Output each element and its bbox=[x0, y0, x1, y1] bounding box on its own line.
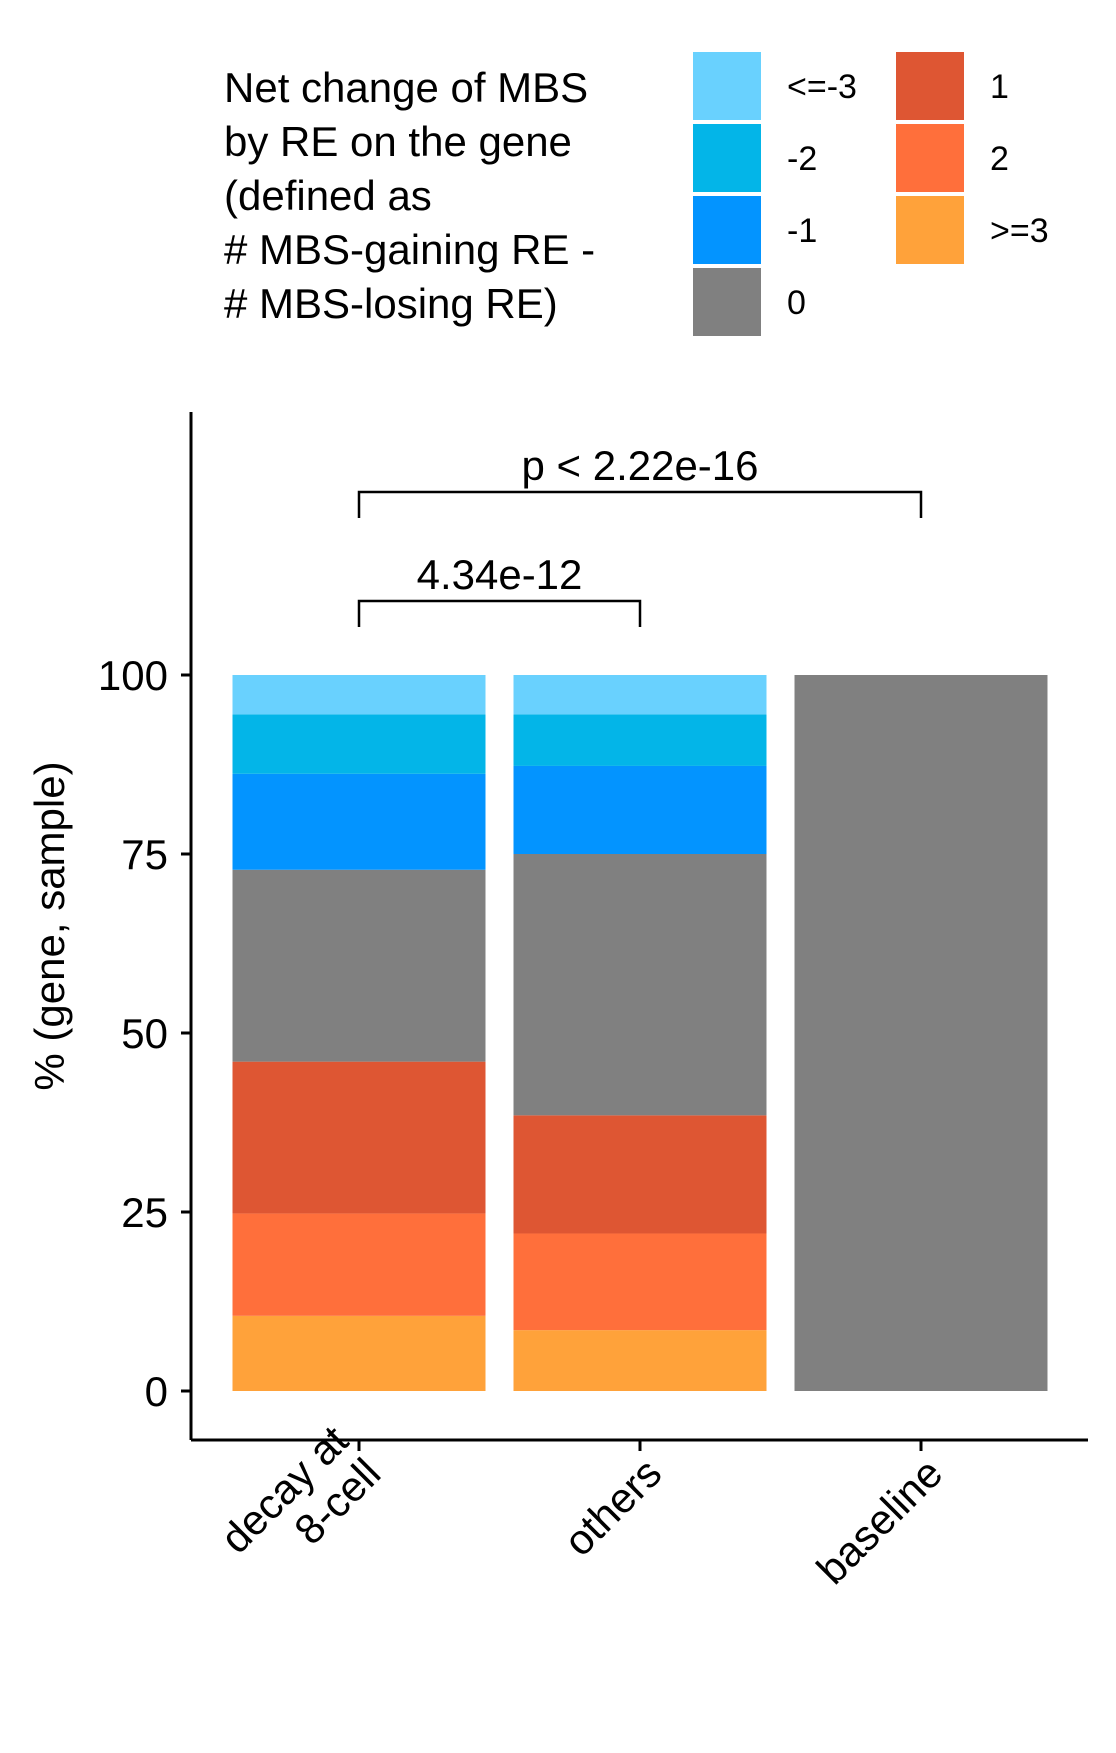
y-axis-label: % (gene, sample) bbox=[26, 761, 73, 1090]
legend-title-line-3: (defined as bbox=[224, 172, 432, 219]
legend-title-line-4: # MBS-gaining RE - bbox=[224, 226, 595, 273]
legend-title-line-2: by RE on the gene bbox=[224, 118, 572, 165]
significance-brackets: 4.34e-12 p < 2.22e-16 bbox=[357, 442, 923, 627]
bar-decay-at-8minuscell-1 bbox=[232, 1061, 486, 1214]
legend-keys: <=-3 -2 -1 0 1 2 >=3 bbox=[693, 52, 1049, 336]
legend-swatch-leminus3 bbox=[693, 52, 761, 120]
p-value-label: 4.34e-12 bbox=[417, 551, 583, 598]
legend: Net change of MBS by RE on the gene (def… bbox=[224, 52, 1049, 336]
legend-label-ge3: >=3 bbox=[990, 212, 1049, 250]
bar-others-0 bbox=[513, 854, 767, 1116]
legend-label-minus1: -1 bbox=[787, 212, 817, 250]
legend-title-line-5: # MBS-losing RE) bbox=[224, 280, 558, 327]
y-axis-ticks: 0 25 50 75 100 bbox=[98, 652, 191, 1415]
y-tick-label: 100 bbox=[98, 652, 168, 699]
bar-others-minus1 bbox=[513, 765, 767, 854]
bar-decay-at-8minuscell-0 bbox=[232, 869, 486, 1062]
legend-label-0: 0 bbox=[787, 284, 806, 322]
bar-decay-at-8minuscell-leminus3 bbox=[232, 675, 486, 715]
y-tick-label: 25 bbox=[121, 1189, 168, 1236]
significance-bracket bbox=[357, 599, 642, 627]
bar-others-2 bbox=[513, 1233, 767, 1331]
bar-others-leminus3 bbox=[513, 675, 767, 715]
legend-swatch-ge3 bbox=[896, 196, 964, 264]
bar-decay-at-8minuscell-minus2 bbox=[232, 714, 486, 774]
x-tick-label-decay-at-8minuscell: decay at8-cell bbox=[211, 1416, 389, 1594]
bar-others-minus2 bbox=[513, 714, 767, 766]
legend-swatch-2 bbox=[896, 124, 964, 192]
legend-swatch-0 bbox=[693, 268, 761, 336]
legend-swatch-minus1 bbox=[693, 196, 761, 264]
y-tick-label: 75 bbox=[121, 831, 168, 878]
x-tick-label-others: others bbox=[555, 1449, 671, 1565]
legend-label-2: 2 bbox=[990, 140, 1009, 178]
significance-bracket bbox=[357, 490, 923, 518]
y-tick-label: 0 bbox=[145, 1368, 168, 1415]
bar-baseline-0 bbox=[794, 675, 1048, 1391]
legend-title-line-1: Net change of MBS bbox=[224, 64, 588, 111]
y-tick-label: 50 bbox=[121, 1010, 168, 1057]
x-axis-ticks: decay at8-cell others baseline bbox=[211, 1416, 951, 1594]
legend-swatch-minus2 bbox=[693, 124, 761, 192]
bar-decay-at-8minuscell-minus1 bbox=[232, 773, 486, 870]
p-value-label: p < 2.22e-16 bbox=[521, 442, 758, 489]
bar-others-ge3 bbox=[513, 1330, 767, 1391]
bar-others-1 bbox=[513, 1115, 767, 1234]
bars bbox=[232, 675, 1048, 1391]
x-tick-label-baseline: baseline bbox=[807, 1449, 951, 1593]
legend-label-1: 1 bbox=[990, 68, 1009, 106]
bar-decay-at-8minuscell-2 bbox=[232, 1213, 486, 1316]
legend-label-leminus3: <=-3 bbox=[787, 68, 857, 106]
legend-swatch-1 bbox=[896, 52, 964, 120]
legend-label-minus2: -2 bbox=[787, 140, 817, 178]
bar-decay-at-8minuscell-ge3 bbox=[232, 1315, 486, 1391]
